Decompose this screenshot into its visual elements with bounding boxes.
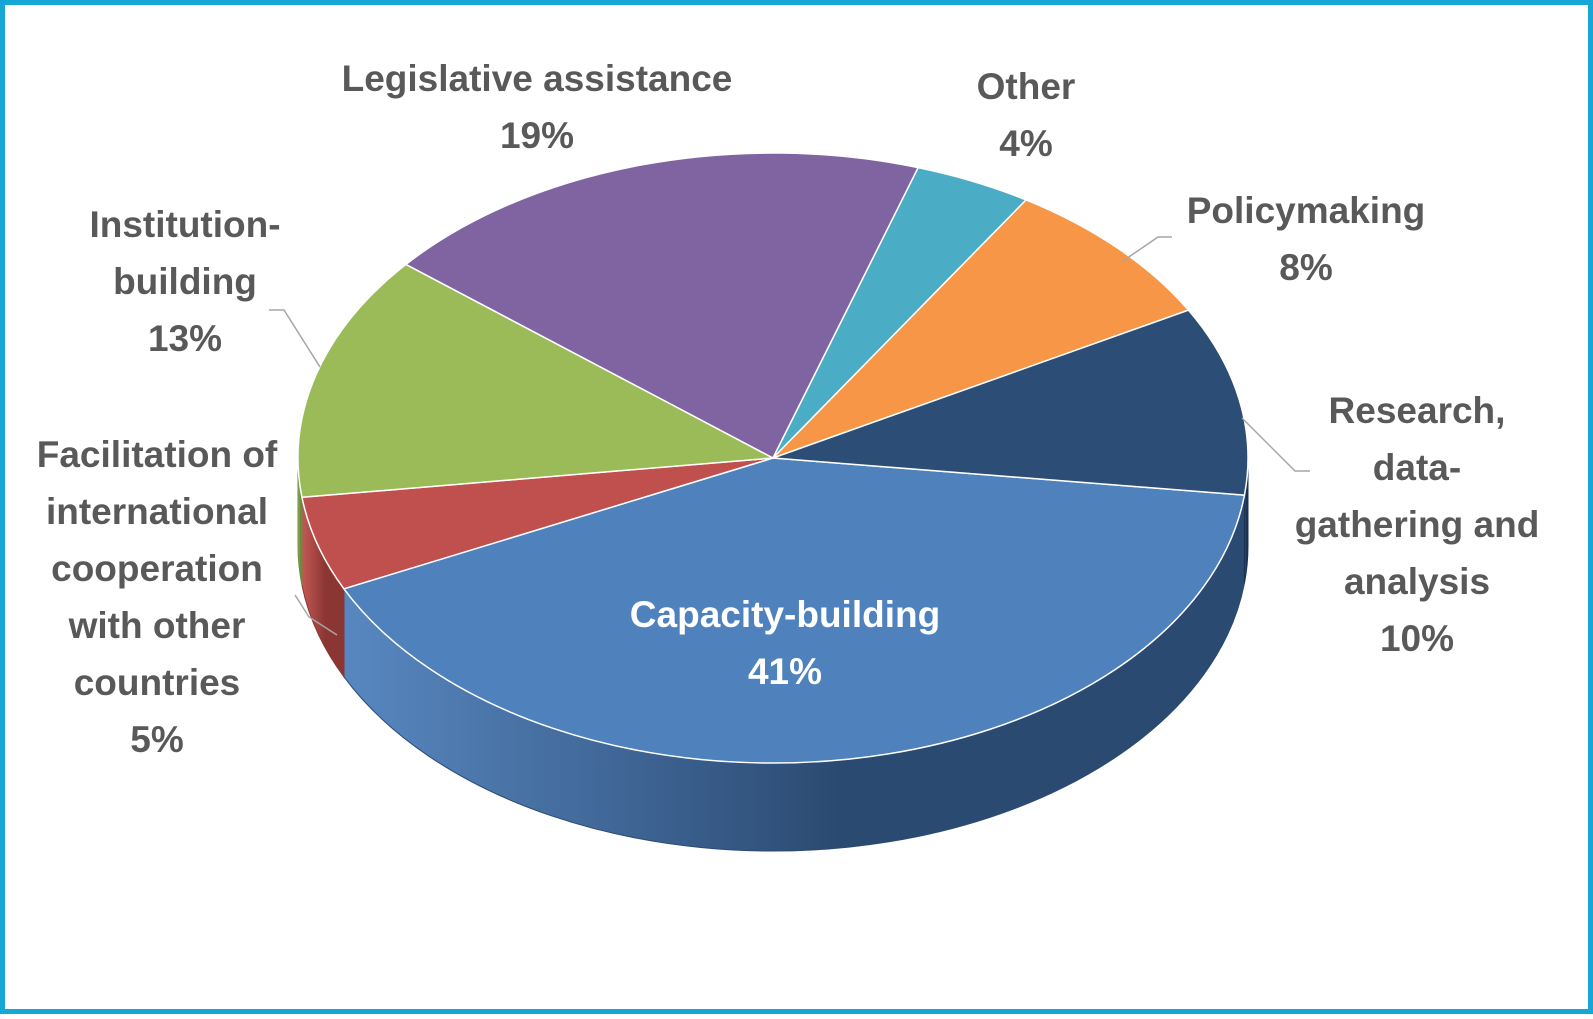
data-label-percent: 13% (148, 318, 222, 359)
data-label-category: Legislative assistance (342, 58, 733, 99)
leader-line-research-data-gathering-and-analysis (1241, 417, 1310, 472)
data-label-category: analysis (1344, 561, 1490, 602)
data-label-capacity-building: Capacity-building 41% (630, 594, 940, 692)
pie-labels: Capacity-building 41% Facilitation of inter… (37, 58, 1540, 760)
data-label-research-data-gathering-and-analysis: Research, data-gathering and analysis 10% (1295, 390, 1540, 659)
data-label-percent: 41% (748, 651, 822, 692)
data-label-category: building (113, 261, 257, 302)
data-label-category: Policymaking (1187, 190, 1426, 231)
data-label-category: international (46, 491, 268, 532)
data-label-percent: 5% (130, 719, 183, 760)
pie-slice-policymaking (772, 199, 1190, 459)
leader-line-policymaking (1122, 236, 1172, 262)
data-label-institution-building: Institution-building 13% (89, 204, 280, 359)
data-label-category: cooperation (51, 548, 263, 589)
data-label-category: Institution- (89, 204, 280, 245)
data-label-other: Other 4% (977, 66, 1076, 164)
data-label-category: Capacity-building (630, 594, 940, 635)
pie-slice-facilitation-of-international-cooperation-with-other-countries (301, 457, 774, 590)
data-label-category: countries (74, 662, 241, 703)
data-label-category: data- (1373, 447, 1461, 488)
leader-line-facilitation-of-international-cooperation-with-other-countries (294, 594, 338, 636)
pie-slice-institution-building (297, 263, 774, 499)
leader-line-institution-building (269, 309, 321, 368)
pie-slice-research-data-gathering-and-analysis (772, 309, 1249, 496)
data-label-category: Facilitation of (37, 434, 278, 475)
data-label-category: Other (977, 66, 1076, 107)
data-label-category: Research, (1329, 390, 1506, 431)
data-label-facilitation-of-international-cooperation-with-other-countries: Facilitation of international cooperation w… (37, 434, 278, 760)
data-label-policymaking: Policymaking 8% (1187, 190, 1426, 288)
pie-top-faces (297, 152, 1249, 764)
data-label-category: with other (68, 605, 246, 646)
data-label-percent: 19% (500, 115, 574, 156)
data-label-category: gathering and (1295, 504, 1540, 545)
pie-chart: Capacity-building 41% Facilitation of inter… (37, 58, 1540, 852)
data-label-percent: 10% (1380, 618, 1454, 659)
data-label-percent: 4% (999, 123, 1052, 164)
pie-slice-capacity-building (343, 457, 1246, 764)
pie-slice-legislative-assistance (405, 152, 919, 459)
data-label-legislative-assistance: Legislative assistance 19% (342, 58, 733, 156)
data-label-percent: 8% (1279, 247, 1332, 288)
